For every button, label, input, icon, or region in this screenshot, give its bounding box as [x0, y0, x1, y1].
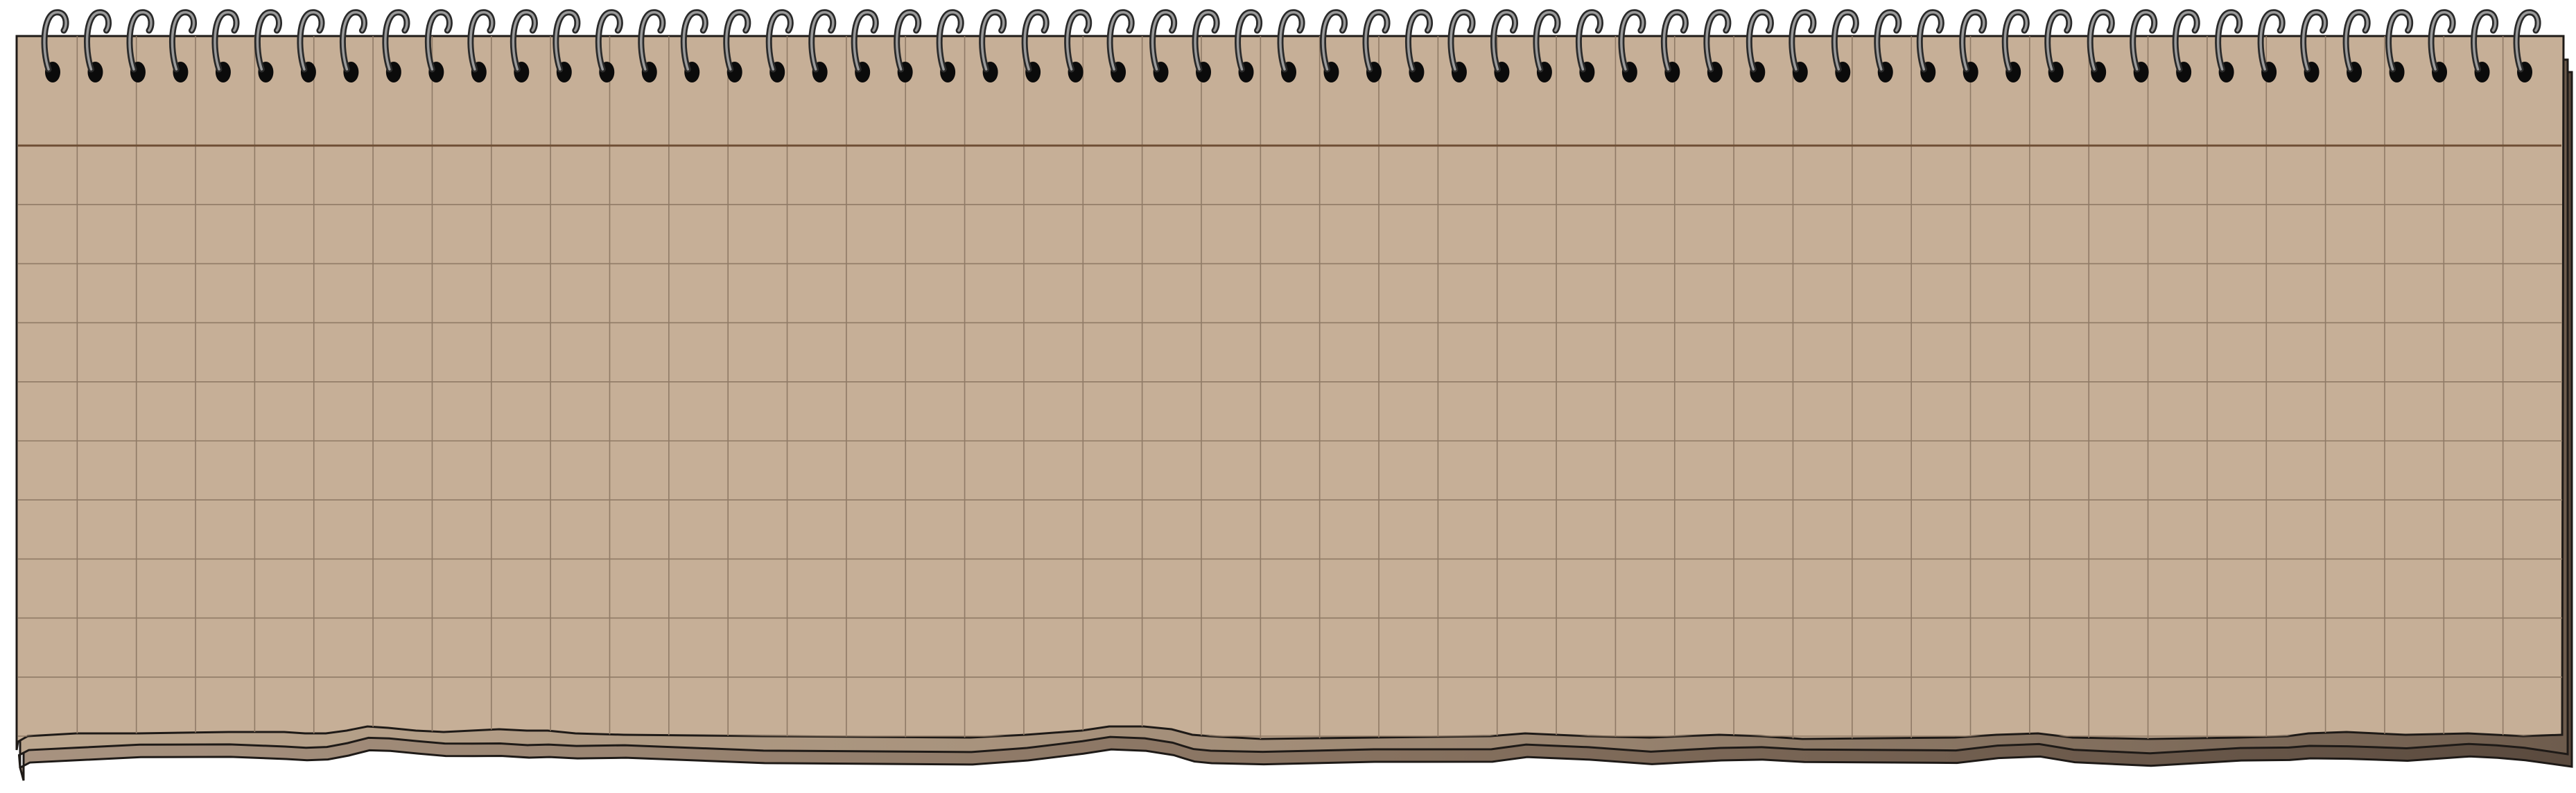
spiral-ring-icon — [936, 9, 964, 82]
paper-sheet — [15, 35, 2565, 751]
spiral-ring-icon — [1703, 9, 1732, 82]
spiral-ring-icon — [1404, 9, 1434, 82]
spiral-ring-icon — [2471, 9, 2499, 82]
spiral-ring-icon — [1831, 9, 1859, 82]
spiral-ring-icon — [1319, 9, 1348, 82]
spiral-ring-icon — [1959, 9, 1987, 82]
spiral-ring-icon — [2300, 9, 2329, 82]
spiral-ring-icon — [2087, 9, 2115, 82]
spiral-ring-icon — [1362, 9, 1391, 82]
spiral-ring-icon — [808, 9, 837, 82]
spiral-ring-icon — [211, 9, 240, 82]
grid-lines — [18, 36, 2562, 750]
spiral-ring-icon — [41, 9, 69, 82]
spiral-ring-icon — [1789, 9, 1817, 82]
spiral-ring-icon — [1447, 9, 1476, 82]
spiral-ring-icon — [979, 9, 1007, 82]
spiral-ring-icon — [2257, 9, 2286, 82]
spiral-ring-icon — [680, 9, 708, 82]
spiral-ring-icon — [1575, 9, 1603, 82]
spiral-ring-icon — [84, 9, 112, 82]
spiral-ring-icon — [552, 9, 581, 82]
spiral-ring-icon — [723, 9, 751, 82]
spiral-ring-icon — [254, 9, 282, 82]
spiral-ring-icon — [510, 9, 538, 82]
spiral-ring-icon — [2342, 9, 2371, 82]
spiral-ring-icon — [1064, 9, 1093, 82]
spiral-ring-icon — [297, 9, 325, 82]
spiral-ring-icon — [1106, 9, 1135, 82]
spiral-ring-icon — [1277, 9, 1305, 82]
spiral-ring-icon — [2215, 9, 2243, 82]
spiral-ring-icon — [339, 9, 367, 82]
spiral-ring-icon — [595, 9, 623, 82]
spiral-ring-icon — [1533, 9, 1561, 82]
spiral-ring-icon — [2044, 9, 2073, 82]
spiral-ring-icon — [2172, 9, 2200, 82]
spiral-ring-icon — [2428, 9, 2456, 82]
spiral-ring-icon — [1618, 9, 1646, 82]
spiral-ring-icon — [2001, 9, 2030, 82]
spiral-ring-icon — [382, 9, 410, 82]
spiral-ring-icon — [467, 9, 496, 82]
spiral-ring-icon — [1916, 9, 1944, 82]
spiral-ring-icon — [2130, 9, 2158, 82]
spiral-ring-icon — [1490, 9, 1518, 82]
spiral-ring-icon — [2385, 9, 2414, 82]
spiral-ring-icon — [1235, 9, 1263, 82]
spiral-ring-icon — [638, 9, 666, 82]
top-page — [15, 35, 2565, 751]
spiral-ring-icon — [1149, 9, 1178, 82]
spiral-ring-icon — [1660, 9, 1689, 82]
spiral-ring-icon — [765, 9, 794, 82]
spiral-ring-icon — [2513, 9, 2541, 82]
spiral-ring-icon — [1874, 9, 1902, 82]
spiral-ring-icon — [424, 9, 453, 82]
spiral-ring-icon — [1192, 9, 1220, 82]
spiral-ring-icon — [851, 9, 879, 82]
spiral-ring-icon — [894, 9, 922, 82]
spiral-ring-icon — [1021, 9, 1050, 82]
spiral-ring-icon — [126, 9, 155, 82]
spiral-ring-icon — [168, 9, 198, 82]
spiral-ring-icon — [1746, 9, 1774, 82]
spiral-binding — [41, 9, 2541, 82]
